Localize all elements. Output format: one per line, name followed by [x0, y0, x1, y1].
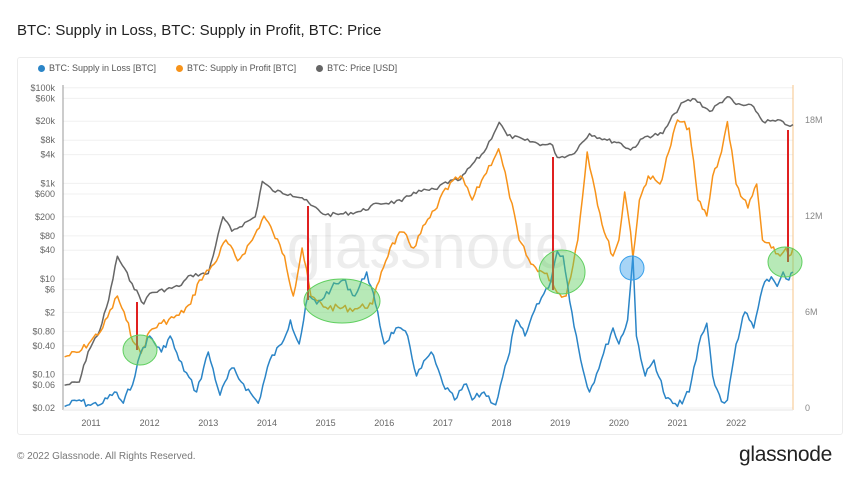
y-left-tick-label: $0.06 — [32, 380, 55, 390]
annotation-highlight-circle — [538, 249, 586, 295]
y-left-tick-label: $0.80 — [32, 326, 55, 336]
legend-label: BTC: Supply in Profit [BTC] — [187, 63, 297, 73]
legend-dot-icon — [176, 64, 184, 72]
y-left-tick-label: $8k — [40, 135, 55, 145]
y-right-tick-label: 12M — [805, 211, 823, 221]
annotation-highlight-circle — [303, 278, 381, 324]
x-tick-label: 2016 — [374, 418, 394, 428]
y-left-tick-label: $4k — [40, 150, 55, 160]
x-tick-label: 2013 — [198, 418, 218, 428]
x-tick-label: 2021 — [667, 418, 687, 428]
y-left-tick-label: $20k — [35, 116, 55, 126]
legend-dot-icon — [316, 64, 324, 72]
x-tick-label: 2020 — [609, 418, 629, 428]
y-left-tick-label: $1k — [40, 178, 55, 188]
copyright: © 2022 Glassnode. All Rights Reserved. — [17, 451, 196, 462]
legend-label: BTC: Price [USD] — [327, 63, 398, 73]
y-left-tick-label: $0.40 — [32, 341, 55, 351]
y-left-tick-label: $40 — [40, 245, 55, 255]
x-tick-label: 2015 — [316, 418, 336, 428]
x-tick-label: 2018 — [492, 418, 512, 428]
y-left-tick-label: $10 — [40, 274, 55, 284]
y-left-tick-label: $0.02 — [32, 403, 55, 413]
annotation-highlight-circle — [767, 246, 803, 278]
x-tick-label: 2012 — [140, 418, 160, 428]
chart-card — [17, 57, 843, 435]
y-left-tick-label: $0.10 — [32, 370, 55, 380]
y-left-tick-label: $2 — [45, 307, 55, 317]
y-right-tick-label: 18M — [805, 115, 823, 125]
y-left-tick-label: $6 — [45, 285, 55, 295]
y-left-tick-label: $600 — [35, 189, 55, 199]
x-tick-label: 2017 — [433, 418, 453, 428]
x-tick-label: 2022 — [726, 418, 746, 428]
y-left-tick-label: $100k — [30, 83, 55, 93]
annotation-highlight-circle — [122, 334, 158, 366]
chart-title: BTC: Supply in Loss, BTC: Supply in Prof… — [17, 22, 382, 39]
y-left-tick-label: $80 — [40, 231, 55, 241]
y-left-tick-label: $60k — [35, 93, 55, 103]
legend-dot-icon — [38, 64, 45, 72]
series-line-supply-in-loss — [64, 250, 794, 408]
annotation-highlight-circle — [619, 255, 645, 281]
y-left-tick-label: $200 — [35, 212, 55, 222]
series-line-price — [64, 95, 794, 386]
legend-item-price[interactable]: BTC: Price [USD] — [316, 63, 397, 73]
y-right-tick-label: 6M — [805, 307, 818, 317]
glassnode-logo: glassnode — [738, 443, 832, 466]
x-tick-label: 2019 — [550, 418, 570, 428]
legend-label: BTC: Supply in Loss [BTC] — [49, 63, 157, 73]
series-line-supply-in-profit — [64, 119, 794, 358]
legend-item-supply-in-profit[interactable]: BTC: Supply in Profit [BTC] — [176, 63, 296, 73]
x-tick-label: 2011 — [81, 418, 100, 428]
y-right-tick-label: 0 — [805, 403, 810, 413]
x-tick-label: 2014 — [257, 418, 277, 428]
legend-item-supply-in-loss[interactable]: BTC: Supply in Loss [BTC] — [38, 63, 156, 73]
watermark: glassnode — [287, 213, 570, 282]
legend: BTC: Supply in Loss [BTC] BTC: Supply in… — [38, 63, 397, 73]
